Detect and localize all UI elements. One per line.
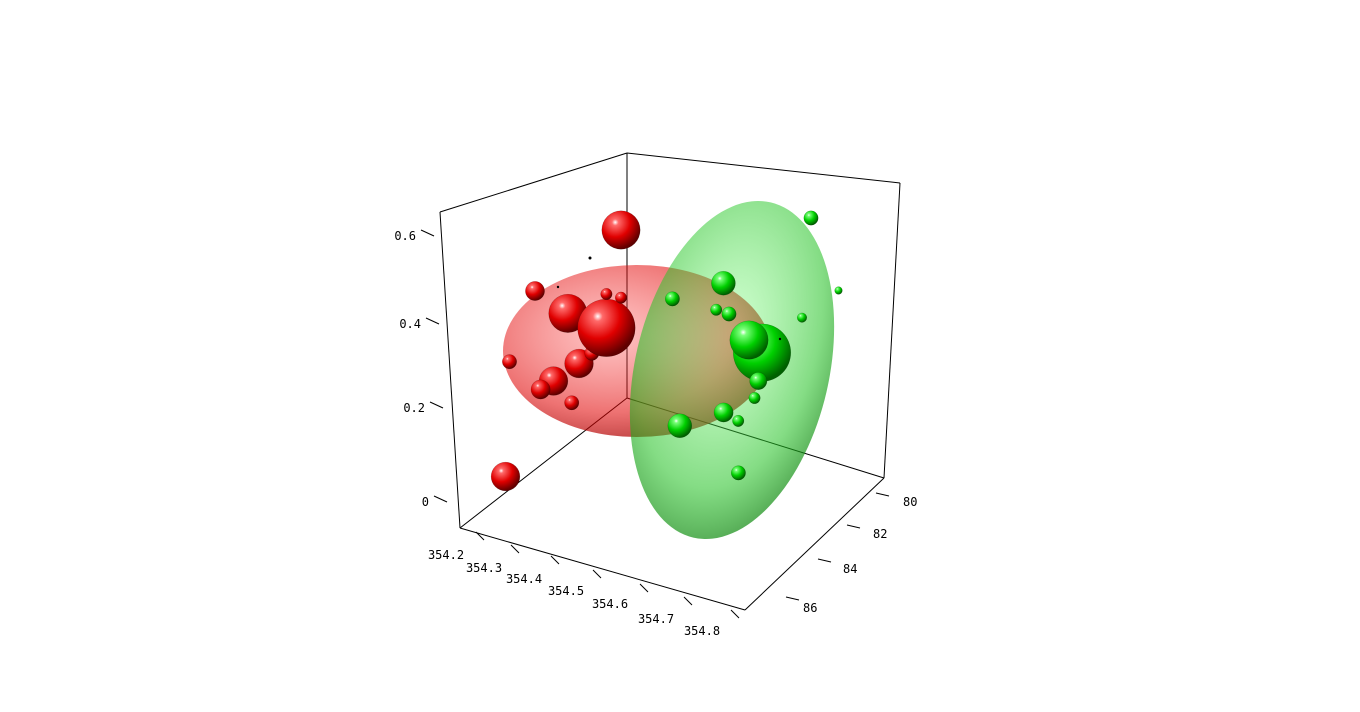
y-tick-label: 86	[803, 601, 817, 615]
y-tick-mark	[785, 596, 800, 601]
green-series	[664, 210, 843, 481]
z-tick-label: 0.4	[399, 317, 421, 331]
green-data-point	[721, 306, 737, 322]
y-tick-label: 84	[843, 562, 857, 576]
x-tick-mark	[683, 596, 693, 606]
red-data-point	[525, 281, 545, 301]
green-data-point	[713, 402, 734, 423]
green-ellipsoid	[629, 200, 835, 540]
y-tick-mark	[817, 558, 832, 563]
green-data-point	[664, 291, 680, 307]
x-tick-label: 354.5	[548, 584, 584, 598]
green-data-point	[711, 270, 736, 296]
z-tick-mark	[433, 495, 448, 503]
green-data-point	[749, 372, 768, 390]
red-data-point	[490, 461, 521, 492]
green-data-point	[834, 286, 843, 295]
green-data-point	[710, 303, 723, 316]
x-tick-mark	[510, 544, 520, 554]
x-tick-label: 354.8	[684, 624, 720, 638]
red-data-point	[601, 210, 641, 250]
red-series	[490, 210, 641, 492]
x-tick-label: 354.4	[506, 572, 542, 586]
x-tick-label: 354.3	[466, 561, 502, 575]
y-tick-mark	[846, 524, 861, 529]
x-tick-mark	[550, 555, 560, 565]
x-tick-label: 354.2	[428, 548, 464, 562]
z-tick-label: 0.2	[403, 401, 425, 415]
green-data-point	[796, 312, 808, 323]
x-tick-mark	[592, 569, 602, 579]
z-axis: 0 0.2 0.4 0.6	[394, 229, 448, 509]
red-data-point	[564, 395, 580, 411]
y-tick-mark	[875, 492, 890, 497]
green-data-point	[732, 414, 745, 427]
y-tick-label: 80	[903, 495, 917, 509]
green-data-point	[729, 320, 769, 360]
x-tick-label: 354.7	[638, 612, 674, 626]
z-tick-label: 0	[422, 495, 429, 509]
green-data-point	[803, 210, 819, 226]
marker-dot	[588, 256, 592, 260]
z-tick-mark	[420, 229, 435, 237]
red-data-point	[577, 298, 636, 357]
marker-dot	[556, 285, 560, 289]
red-data-point	[614, 291, 628, 304]
plot-box	[439, 152, 901, 611]
x-tick-label: 354.6	[592, 597, 628, 611]
z-tick-mark	[425, 317, 440, 325]
y-tick-label: 82	[873, 527, 887, 541]
green-data-point	[667, 413, 693, 438]
green-data-point	[730, 465, 746, 481]
red-data-point	[600, 288, 613, 301]
red-data-point	[502, 354, 517, 370]
red-data-point	[530, 379, 551, 400]
marker-dot	[778, 337, 782, 341]
z-tick-label: 0.6	[394, 229, 416, 243]
x-tick-mark	[730, 609, 740, 619]
y-axis: 80 82 84 86	[785, 492, 917, 615]
z-tick-mark	[429, 401, 444, 409]
green-data-point	[748, 391, 761, 405]
x-tick-mark	[639, 583, 649, 593]
x-tick-mark	[475, 531, 485, 541]
